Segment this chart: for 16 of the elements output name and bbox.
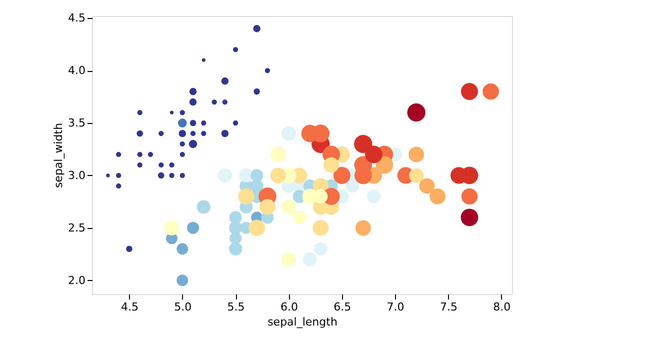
x-tick-label: 8.0 xyxy=(493,300,511,314)
x-tick-label: 7.0 xyxy=(386,300,404,314)
y-tick-label: 3.0 xyxy=(68,168,86,182)
x-tick-label: 7.5 xyxy=(440,300,458,314)
y-tick-label: 2.5 xyxy=(68,221,86,234)
x-tick-label: 5.5 xyxy=(227,300,245,314)
x-tick-label: 4.5 xyxy=(120,300,138,314)
y-tick-label: 4.0 xyxy=(68,64,86,78)
y-tick-label: 2.0 xyxy=(68,274,86,287)
x-tick-label: 5.0 xyxy=(174,300,192,314)
x-tick-label: 6.0 xyxy=(280,300,298,314)
x-tick-label: 6.5 xyxy=(334,300,352,314)
y-axis-title: sepal_width xyxy=(52,122,66,188)
y-tick-label: 4.5 xyxy=(68,12,86,25)
x-axis-title: sepal_length xyxy=(268,316,338,328)
y-tick-label: 3.5 xyxy=(68,116,86,130)
